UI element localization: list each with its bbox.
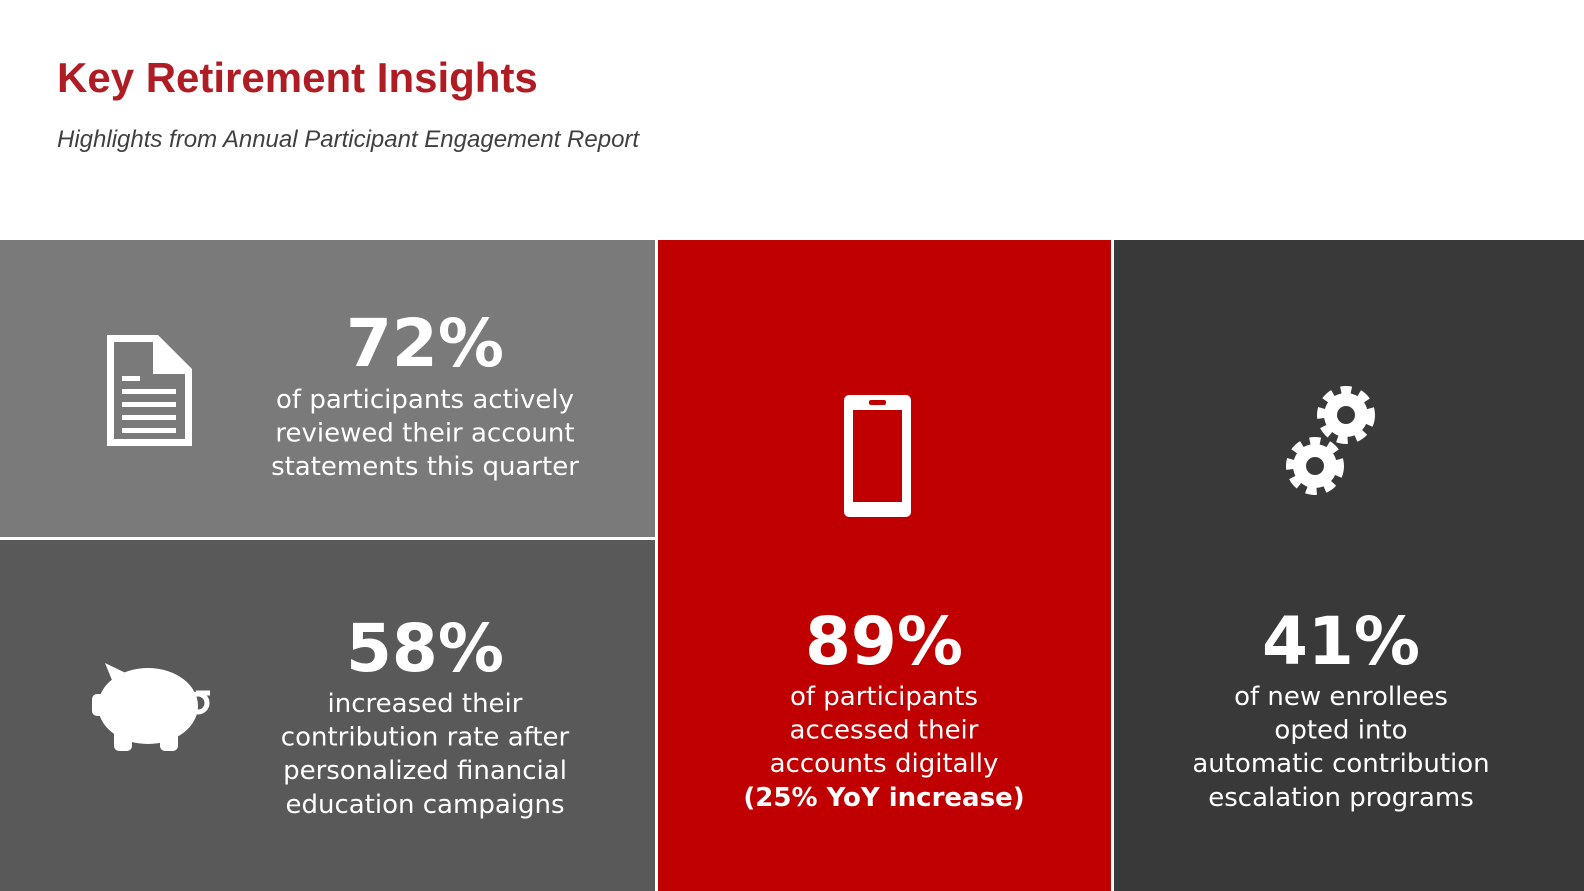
document-icon <box>107 335 192 446</box>
phone-icon <box>844 395 911 517</box>
stat-description: personalized financial <box>283 756 567 786</box>
stat-description: (25% YoY increase) <box>743 783 1024 813</box>
stat-description: of new enrollees <box>1234 682 1448 712</box>
stat-description: of participants <box>790 682 978 712</box>
stat-description: contribution rate after <box>281 723 570 753</box>
stat-description: accounts digitally <box>770 749 999 779</box>
stat-description: increased their <box>328 689 523 719</box>
stat-description: opted into <box>1274 716 1407 746</box>
piggy-bank-icon <box>92 663 210 751</box>
stat-description: automatic contribution <box>1192 749 1489 779</box>
panel <box>658 240 1111 891</box>
stat-description: education campaigns <box>285 790 564 820</box>
stat-description: reviewed their account <box>275 419 574 449</box>
gears-icon <box>1286 386 1375 495</box>
panel <box>1114 240 1584 891</box>
subtitle: Highlights from Annual Participant Engag… <box>57 126 640 153</box>
stat-description: accessed their <box>790 716 979 746</box>
stat-description: of participants actively <box>276 385 574 415</box>
stat-value: 41% <box>1262 603 1420 680</box>
stat-description: statements this quarter <box>271 452 579 482</box>
stat-value: 89% <box>805 603 963 680</box>
stat-value: 72% <box>346 305 504 382</box>
stat-value: 58% <box>346 610 504 687</box>
stat-description: escalation programs <box>1208 783 1474 813</box>
title: Key Retirement Insights <box>57 54 538 101</box>
